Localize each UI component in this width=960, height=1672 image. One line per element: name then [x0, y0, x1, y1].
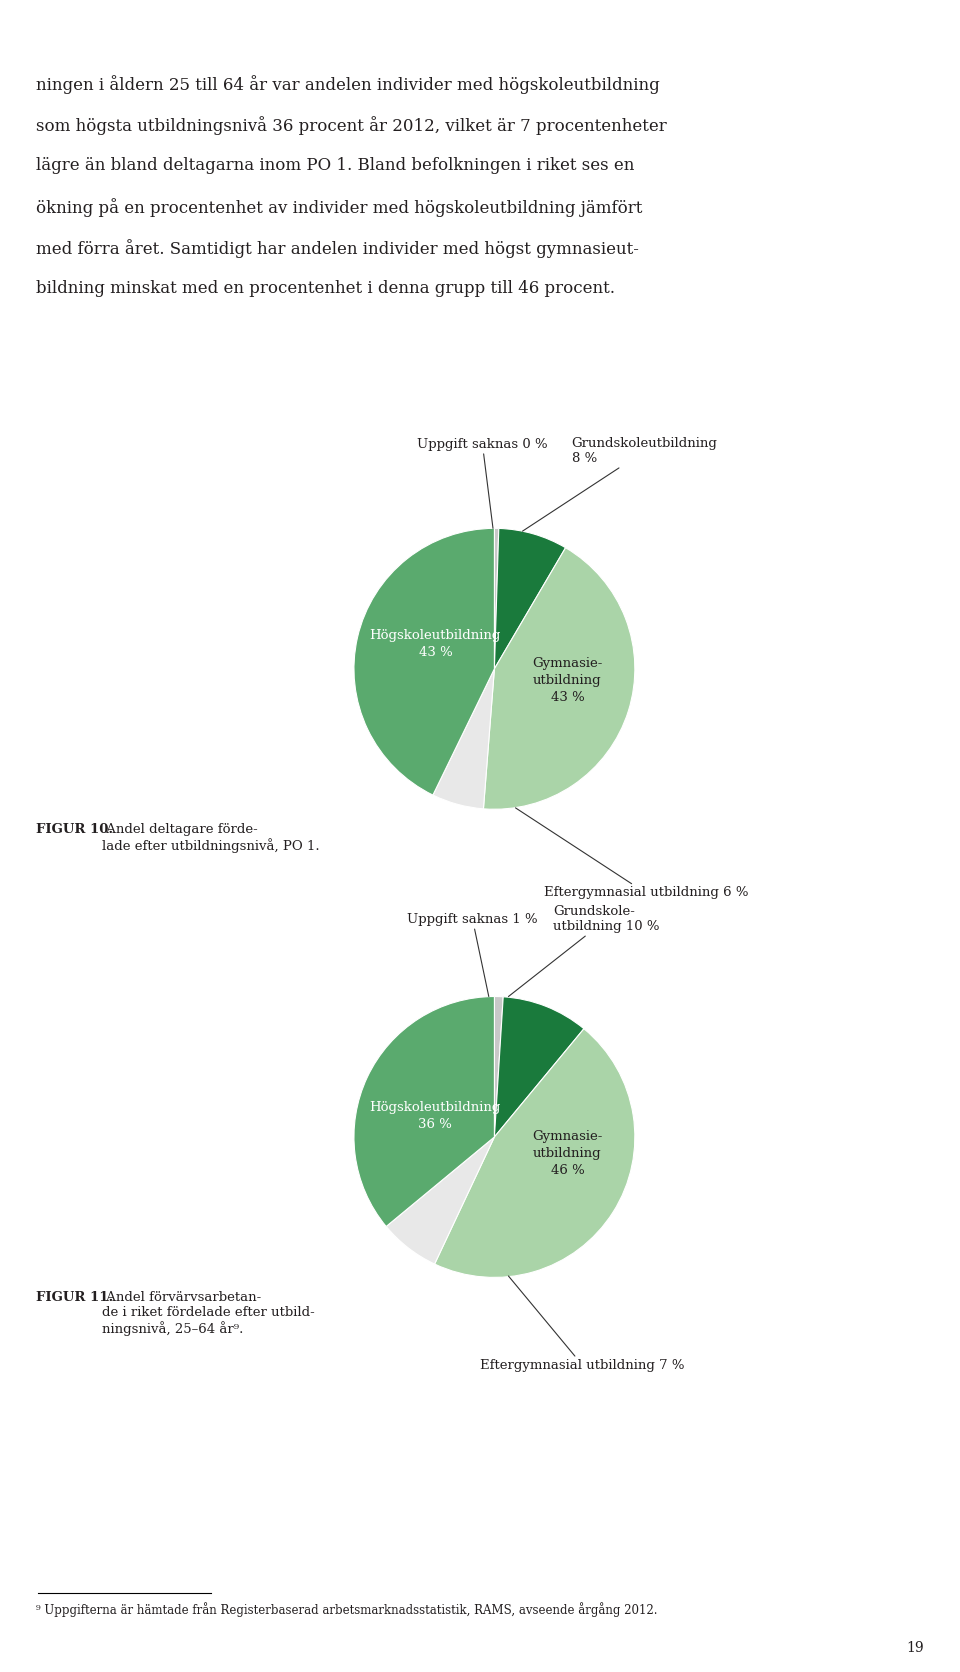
Text: Eftergymnasial utbildning 6 %: Eftergymnasial utbildning 6 %	[516, 808, 748, 900]
Text: FIGUR 11.: FIGUR 11.	[36, 1291, 113, 1304]
Text: med förra året. Samtidigt har andelen individer med högst gymnasieut-: med förra året. Samtidigt har andelen in…	[36, 239, 639, 257]
Text: ökning på en procentenhet av individer med högskoleutbildning jämfört: ökning på en procentenhet av individer m…	[36, 199, 643, 217]
Text: Högskoleutbildning
43 %: Högskoleutbildning 43 %	[370, 629, 501, 659]
Wedge shape	[354, 528, 494, 796]
Text: bildning minskat med en procentenhet i denna grupp till 46 procent.: bildning minskat med en procentenhet i d…	[36, 279, 615, 298]
Text: FIGUR 10.: FIGUR 10.	[36, 823, 113, 836]
Text: Gymnasie-
utbildning
43 %: Gymnasie- utbildning 43 %	[532, 657, 603, 704]
Text: Grundskoleutbildning
8 %: Grundskoleutbildning 8 %	[522, 436, 717, 532]
Text: Uppgift saknas 0 %: Uppgift saknas 0 %	[418, 438, 548, 528]
Wedge shape	[433, 669, 494, 809]
Text: Andel deltagare förde-
lade efter utbildningsnivå, PO 1.: Andel deltagare förde- lade efter utbild…	[102, 823, 320, 853]
Wedge shape	[494, 997, 584, 1137]
Text: Uppgift saknas 1 %: Uppgift saknas 1 %	[407, 913, 538, 997]
Text: Andel förvärvsarbetan-
de i riket fördelade efter utbild-
ningsnivå, 25–64 år⁹.: Andel förvärvsarbetan- de i riket fördel…	[102, 1291, 315, 1336]
Wedge shape	[484, 548, 635, 809]
Text: Gymnasie-
utbildning
46 %: Gymnasie- utbildning 46 %	[532, 1130, 603, 1177]
Text: Eftergymnasial utbildning 7 %: Eftergymnasial utbildning 7 %	[480, 1276, 684, 1371]
Wedge shape	[494, 997, 503, 1137]
Text: Högskoleutbildning
36 %: Högskoleutbildning 36 %	[370, 1100, 501, 1130]
Wedge shape	[435, 1028, 635, 1277]
Text: 19: 19	[906, 1642, 924, 1655]
Wedge shape	[494, 528, 565, 669]
Wedge shape	[386, 1137, 494, 1264]
Text: Grundskole-
utbildning 10 %: Grundskole- utbildning 10 %	[509, 905, 660, 997]
Text: ⁹ Uppgifterna är hämtade från Registerbaserad arbetsmarknadsstatistik, RAMS, avs: ⁹ Uppgifterna är hämtade från Registerba…	[36, 1602, 658, 1617]
Text: ningen i åldern 25 till 64 år var andelen individer med högskoleutbildning: ningen i åldern 25 till 64 år var andele…	[36, 75, 660, 94]
Wedge shape	[354, 997, 494, 1227]
Text: som högsta utbildningsnivå 36 procent år 2012, vilket är 7 procentenheter: som högsta utbildningsnivå 36 procent år…	[36, 117, 667, 135]
Wedge shape	[494, 528, 499, 669]
Text: lägre än bland deltagarna inom PO 1. Bland befolkningen i riket ses en: lägre än bland deltagarna inom PO 1. Bla…	[36, 157, 635, 174]
